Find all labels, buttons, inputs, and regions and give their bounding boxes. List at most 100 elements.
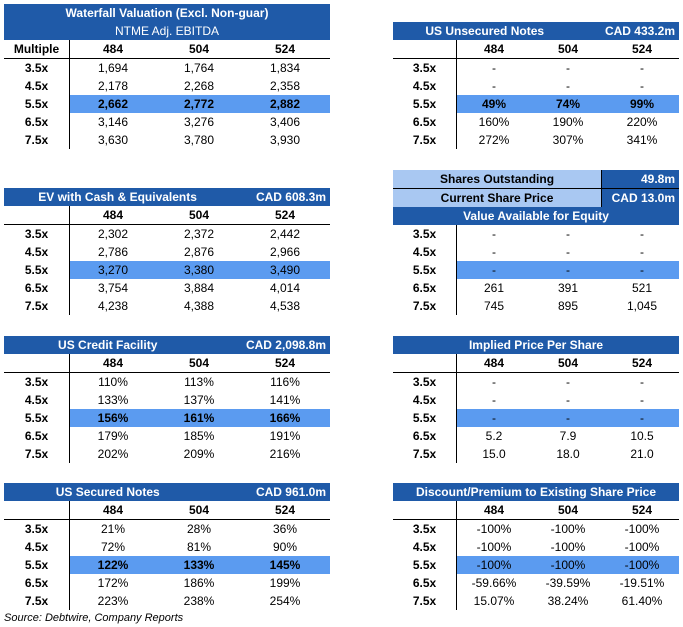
cell-value: 49% — [481, 97, 507, 111]
cell-value: 99% — [629, 97, 655, 111]
ev-amount: CAD 608.3m — [255, 190, 326, 204]
row-label: 3.5x — [4, 59, 70, 77]
col-header: 484 — [102, 503, 124, 517]
cell-value: - — [566, 375, 570, 389]
table-row: 6.5x 3,146 3,276 3,406 — [4, 113, 330, 131]
cell-value: - — [566, 227, 570, 241]
row-label: 4.5x — [393, 243, 457, 261]
table-row-highlighted: 5.5x 49% 74% 99% — [393, 95, 679, 113]
col-header: 504 — [557, 356, 579, 370]
table-row: 7.5x 223% 238% 254% — [4, 592, 330, 610]
cell-value: 2,442 — [269, 227, 301, 241]
cell-value: -19.51% — [619, 576, 665, 590]
cell-value: - — [640, 263, 644, 277]
table-row-highlighted: 5.5x - - - — [393, 261, 679, 279]
cell-value: 161% — [183, 411, 215, 425]
cell-value: - — [566, 79, 570, 93]
cell-value: 156% — [97, 411, 129, 425]
cell-value: - — [566, 263, 570, 277]
table-row-highlighted: 5.5x 156% 161% 166% — [4, 409, 330, 427]
cell-value: 3,406 — [269, 115, 301, 129]
equity-title: Value Available for Equity — [463, 209, 609, 223]
cell-value: - — [640, 79, 644, 93]
waterfall-title-row: Waterfall Valuation (Excl. Non-guar) — [4, 4, 330, 22]
cell-value: -100% — [550, 558, 586, 572]
implied-title: Implied Price Per Share — [468, 338, 604, 352]
cell-value: 1,694 — [97, 61, 129, 75]
cell-value: 186% — [183, 576, 215, 590]
table-row: 3.5x -100% -100% -100% — [393, 520, 679, 538]
cell-value: 2,372 — [183, 227, 215, 241]
unsecured-amount: CAD 433.2m — [604, 24, 675, 38]
table-row: 3.5x - - - — [393, 373, 679, 391]
waterfall-col-header: Multiple 484 504 524 — [4, 40, 330, 59]
multiple-header — [393, 354, 457, 372]
cell-value: - — [492, 245, 496, 259]
cell-value: 209% — [183, 447, 215, 461]
table-row: 6.5x 5.2 7.9 10.5 — [393, 427, 679, 445]
row-label: 7.5x — [4, 131, 70, 149]
row-label: 7.5x — [393, 445, 457, 463]
cell-value: 3,276 — [183, 115, 215, 129]
cell-value: 272% — [478, 133, 510, 147]
share-price-row: Current Share Price CAD 13.0m — [393, 188, 679, 207]
row-label: 3.5x — [4, 225, 70, 243]
cell-value: - — [492, 79, 496, 93]
credit-amount: CAD 2,098.8m — [245, 338, 326, 352]
row-label: 3.5x — [393, 520, 457, 538]
cell-value: 202% — [97, 447, 129, 461]
table-row: 7.5x 272% 307% 341% — [393, 131, 679, 149]
col-header: 524 — [631, 42, 653, 56]
cell-value: 3,754 — [97, 281, 129, 295]
waterfall-subtitle: NTME Adj. EBITDA — [114, 24, 220, 38]
cell-value: - — [640, 411, 644, 425]
cell-value: 137% — [183, 393, 215, 407]
cell-value: 216% — [269, 447, 301, 461]
cell-value: 38.24% — [547, 594, 589, 608]
row-label: 6.5x — [4, 427, 70, 445]
table-row: 4.5x - - - — [393, 77, 679, 95]
cell-value: 2,786 — [97, 245, 129, 259]
table-row: 4.5x - - - — [393, 391, 679, 409]
cell-value: 133% — [97, 393, 129, 407]
equity-table: Shares Outstanding 49.8m Current Share P… — [393, 170, 679, 315]
col-header: 524 — [274, 42, 296, 56]
cell-value: -100% — [624, 540, 660, 554]
cell-value: 3,884 — [183, 281, 215, 295]
unsecured-title: US Unsecured Notes — [425, 24, 545, 38]
row-label: 6.5x — [4, 113, 70, 131]
cell-value: 21.0 — [630, 447, 654, 461]
table-row: 4.5x 72% 81% 90% — [4, 538, 330, 556]
table-row: 7.5x 3,630 3,780 3,930 — [4, 131, 330, 149]
cell-value: 133% — [183, 558, 215, 572]
cell-value: 4,238 — [97, 299, 129, 313]
cell-value: 7.9 — [559, 429, 577, 443]
cell-value: 1,764 — [183, 61, 215, 75]
discount-col-header: 484 504 524 — [393, 501, 679, 520]
cell-value: 191% — [269, 429, 301, 443]
table-row: 3.5x - - - — [393, 225, 679, 243]
shares-outstanding-row: Shares Outstanding 49.8m — [393, 170, 679, 188]
col-header: 524 — [631, 503, 653, 517]
implied-col-header: 484 504 524 — [393, 354, 679, 373]
table-row: 6.5x 160% 190% 220% — [393, 113, 679, 131]
discount-premium-table: Discount/Premium to Existing Share Price… — [393, 483, 679, 610]
cell-value: 2,966 — [269, 245, 301, 259]
ev-title-row: EV with Cash & Equivalents CAD 608.3m — [4, 188, 330, 206]
cell-value: -59.66% — [471, 576, 517, 590]
cell-value: 141% — [269, 393, 301, 407]
table-row: 3.5x 110% 113% 116% — [4, 373, 330, 391]
multiple-header — [4, 501, 70, 519]
discount-title: Discount/Premium to Existing Share Price — [415, 485, 657, 499]
col-header: 524 — [631, 356, 653, 370]
table-row: 4.5x 2,178 2,268 2,358 — [4, 77, 330, 95]
waterfall-title: Waterfall Valuation (Excl. Non-guar) — [65, 6, 269, 20]
cell-value: 3,270 — [97, 263, 129, 277]
row-label: 6.5x — [393, 427, 457, 445]
cell-value: 895 — [557, 299, 579, 313]
row-label: 7.5x — [4, 297, 70, 315]
cell-value: - — [492, 375, 496, 389]
table-row: 6.5x 172% 186% 199% — [4, 574, 330, 592]
col-header: 524 — [274, 208, 296, 222]
row-label: 3.5x — [393, 225, 457, 243]
